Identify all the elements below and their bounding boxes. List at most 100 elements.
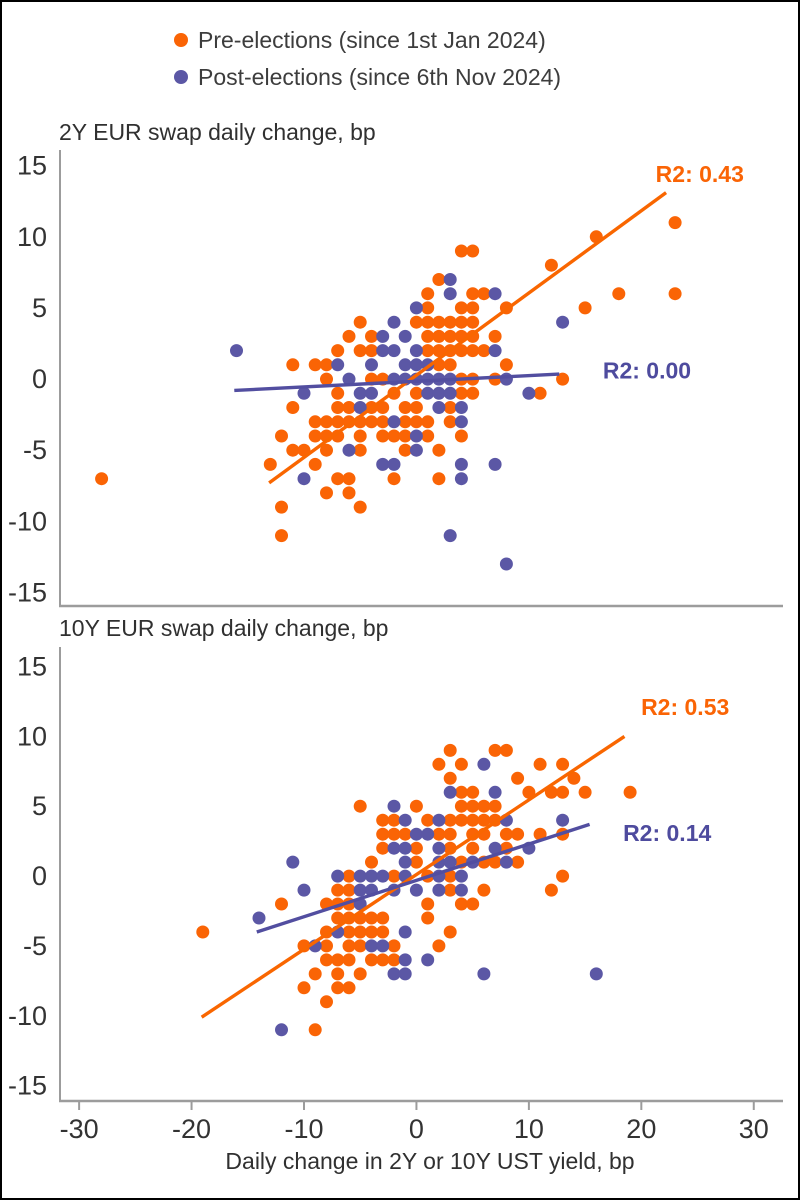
post-elections-data-point — [365, 358, 378, 372]
x-tick-label: -30 — [60, 1114, 99, 1144]
y-tick-label: -10 — [8, 1001, 47, 1031]
pre-elections-data-point — [331, 883, 345, 897]
post-elections-data-point — [409, 344, 423, 358]
post-elections-data-point — [342, 443, 356, 457]
post-elections-data-point — [443, 529, 457, 543]
pre-elections-data-point — [668, 216, 682, 230]
pre-elections-data-point — [443, 827, 457, 841]
pre-elections-data-point — [421, 911, 435, 925]
post-elections-data-point — [556, 813, 570, 827]
post-elections-data-point — [454, 883, 468, 897]
post-elections-data-point — [398, 925, 412, 939]
post-elections-data-point — [376, 869, 390, 883]
pre-elections-data-point — [331, 981, 345, 995]
pre-elections-data-point — [443, 415, 457, 429]
post-elections-data-point — [252, 911, 266, 925]
pre-elections-data-point — [409, 315, 423, 329]
post-elections-data-point — [376, 344, 390, 358]
post-elections-data-point — [376, 939, 390, 953]
post-elections-data-point — [409, 443, 423, 457]
pre-elections-legend-dot-icon — [174, 33, 188, 47]
pre-elections-data-point — [454, 757, 468, 771]
pre-elections-data-point — [275, 897, 288, 911]
pre-elections-data-point — [432, 757, 446, 771]
pre-elections-data-point — [342, 869, 356, 883]
pre-elections-data-point — [320, 995, 333, 1009]
pre-elections-data-point — [454, 799, 468, 813]
pre-elections-data-point — [499, 358, 513, 372]
pre-elections-data-point — [443, 883, 457, 897]
post-elections-data-point — [443, 386, 457, 400]
post-elections-data-point — [499, 557, 513, 571]
pre-elections-data-point — [556, 757, 570, 771]
pre-elections-data-point — [443, 869, 457, 883]
legend-label-pre: Pre-elections (since 1st Jan 2024) — [198, 26, 546, 53]
post-elections-data-point — [443, 273, 457, 286]
pre-elections-data-point — [275, 500, 288, 514]
pre-elections-data-point — [342, 953, 356, 967]
pre-elections-data-point — [331, 386, 345, 400]
pre-elections-data-point — [466, 813, 480, 827]
y-tick-label: 15 — [17, 652, 47, 682]
legend-item-pre: Pre-elections (since 1st Jan 2024) — [174, 27, 546, 53]
post-elections-data-point — [409, 883, 423, 897]
pre-elections-data-point — [511, 855, 525, 869]
post-elections-data-point — [522, 386, 536, 400]
pre-elections-data-point — [342, 486, 356, 500]
post-elections-data-point — [387, 315, 401, 329]
trendline — [256, 822, 591, 934]
post-elections-data-point — [421, 827, 435, 841]
pre-elections-data-point — [342, 925, 356, 939]
post-elections-data-point — [376, 457, 390, 471]
pre-elections-data-point — [454, 244, 468, 258]
pre-elections-data-point — [466, 244, 480, 258]
pre-elections-data-point — [443, 813, 457, 827]
pre-elections-data-point — [443, 771, 457, 785]
pre-elections-data-point — [308, 457, 322, 471]
pre-elections-data-point — [578, 301, 592, 315]
pre-elections-data-point — [275, 529, 288, 543]
post-elections-data-point — [443, 855, 457, 869]
pre-elections-data-point — [421, 415, 435, 429]
pre-elections-data-point — [376, 841, 390, 855]
pre-elections-data-point — [499, 827, 513, 841]
pre-elections-data-point — [331, 344, 345, 358]
pre-elections-data-point — [488, 855, 502, 869]
post-elections-data-point — [454, 415, 468, 429]
post-elections-data-point — [398, 329, 412, 343]
pre-elections-data-point — [353, 344, 367, 358]
trendline — [268, 191, 668, 485]
pre-elections-data-point — [320, 939, 333, 953]
pre-elections-data-point — [331, 429, 345, 443]
pre-elections-data-point — [342, 329, 356, 343]
y-tick-label: -5 — [23, 931, 47, 961]
post-elections-data-point — [556, 315, 570, 329]
y-tick-label: 0 — [32, 861, 47, 891]
post-elections-data-point — [409, 301, 423, 315]
pre-elections-data-point — [421, 329, 435, 343]
post-elections-data-point — [376, 329, 390, 343]
pre-elections-data-point — [477, 813, 491, 827]
pre-elections-data-point — [342, 981, 356, 995]
pre-elections-data-point — [320, 415, 333, 429]
pre-elections-data-point — [376, 429, 390, 443]
pre-elections-data-point — [263, 457, 277, 471]
post-elections-data-point — [432, 883, 446, 897]
r2-annotation: R2: 0.43 — [656, 161, 744, 187]
pre-elections-data-point — [477, 344, 491, 358]
pre-elections-data-point — [320, 358, 333, 372]
y-tick-label: -10 — [8, 506, 47, 536]
pre-elections-data-point — [398, 415, 412, 429]
pre-elections-data-point — [409, 841, 423, 855]
pre-elections-data-point — [286, 358, 300, 372]
y-tick-label: 10 — [17, 721, 47, 751]
pre-elections-data-point — [488, 329, 502, 343]
pre-elections-data-point — [387, 429, 401, 443]
post-elections-data-point — [477, 757, 491, 771]
pre-elections-data-point — [567, 771, 581, 785]
pre-elections-data-point — [297, 939, 311, 953]
legend-label-post: Post-elections (since 6th Nov 2024) — [198, 63, 562, 90]
pre-elections-data-point — [409, 401, 423, 414]
